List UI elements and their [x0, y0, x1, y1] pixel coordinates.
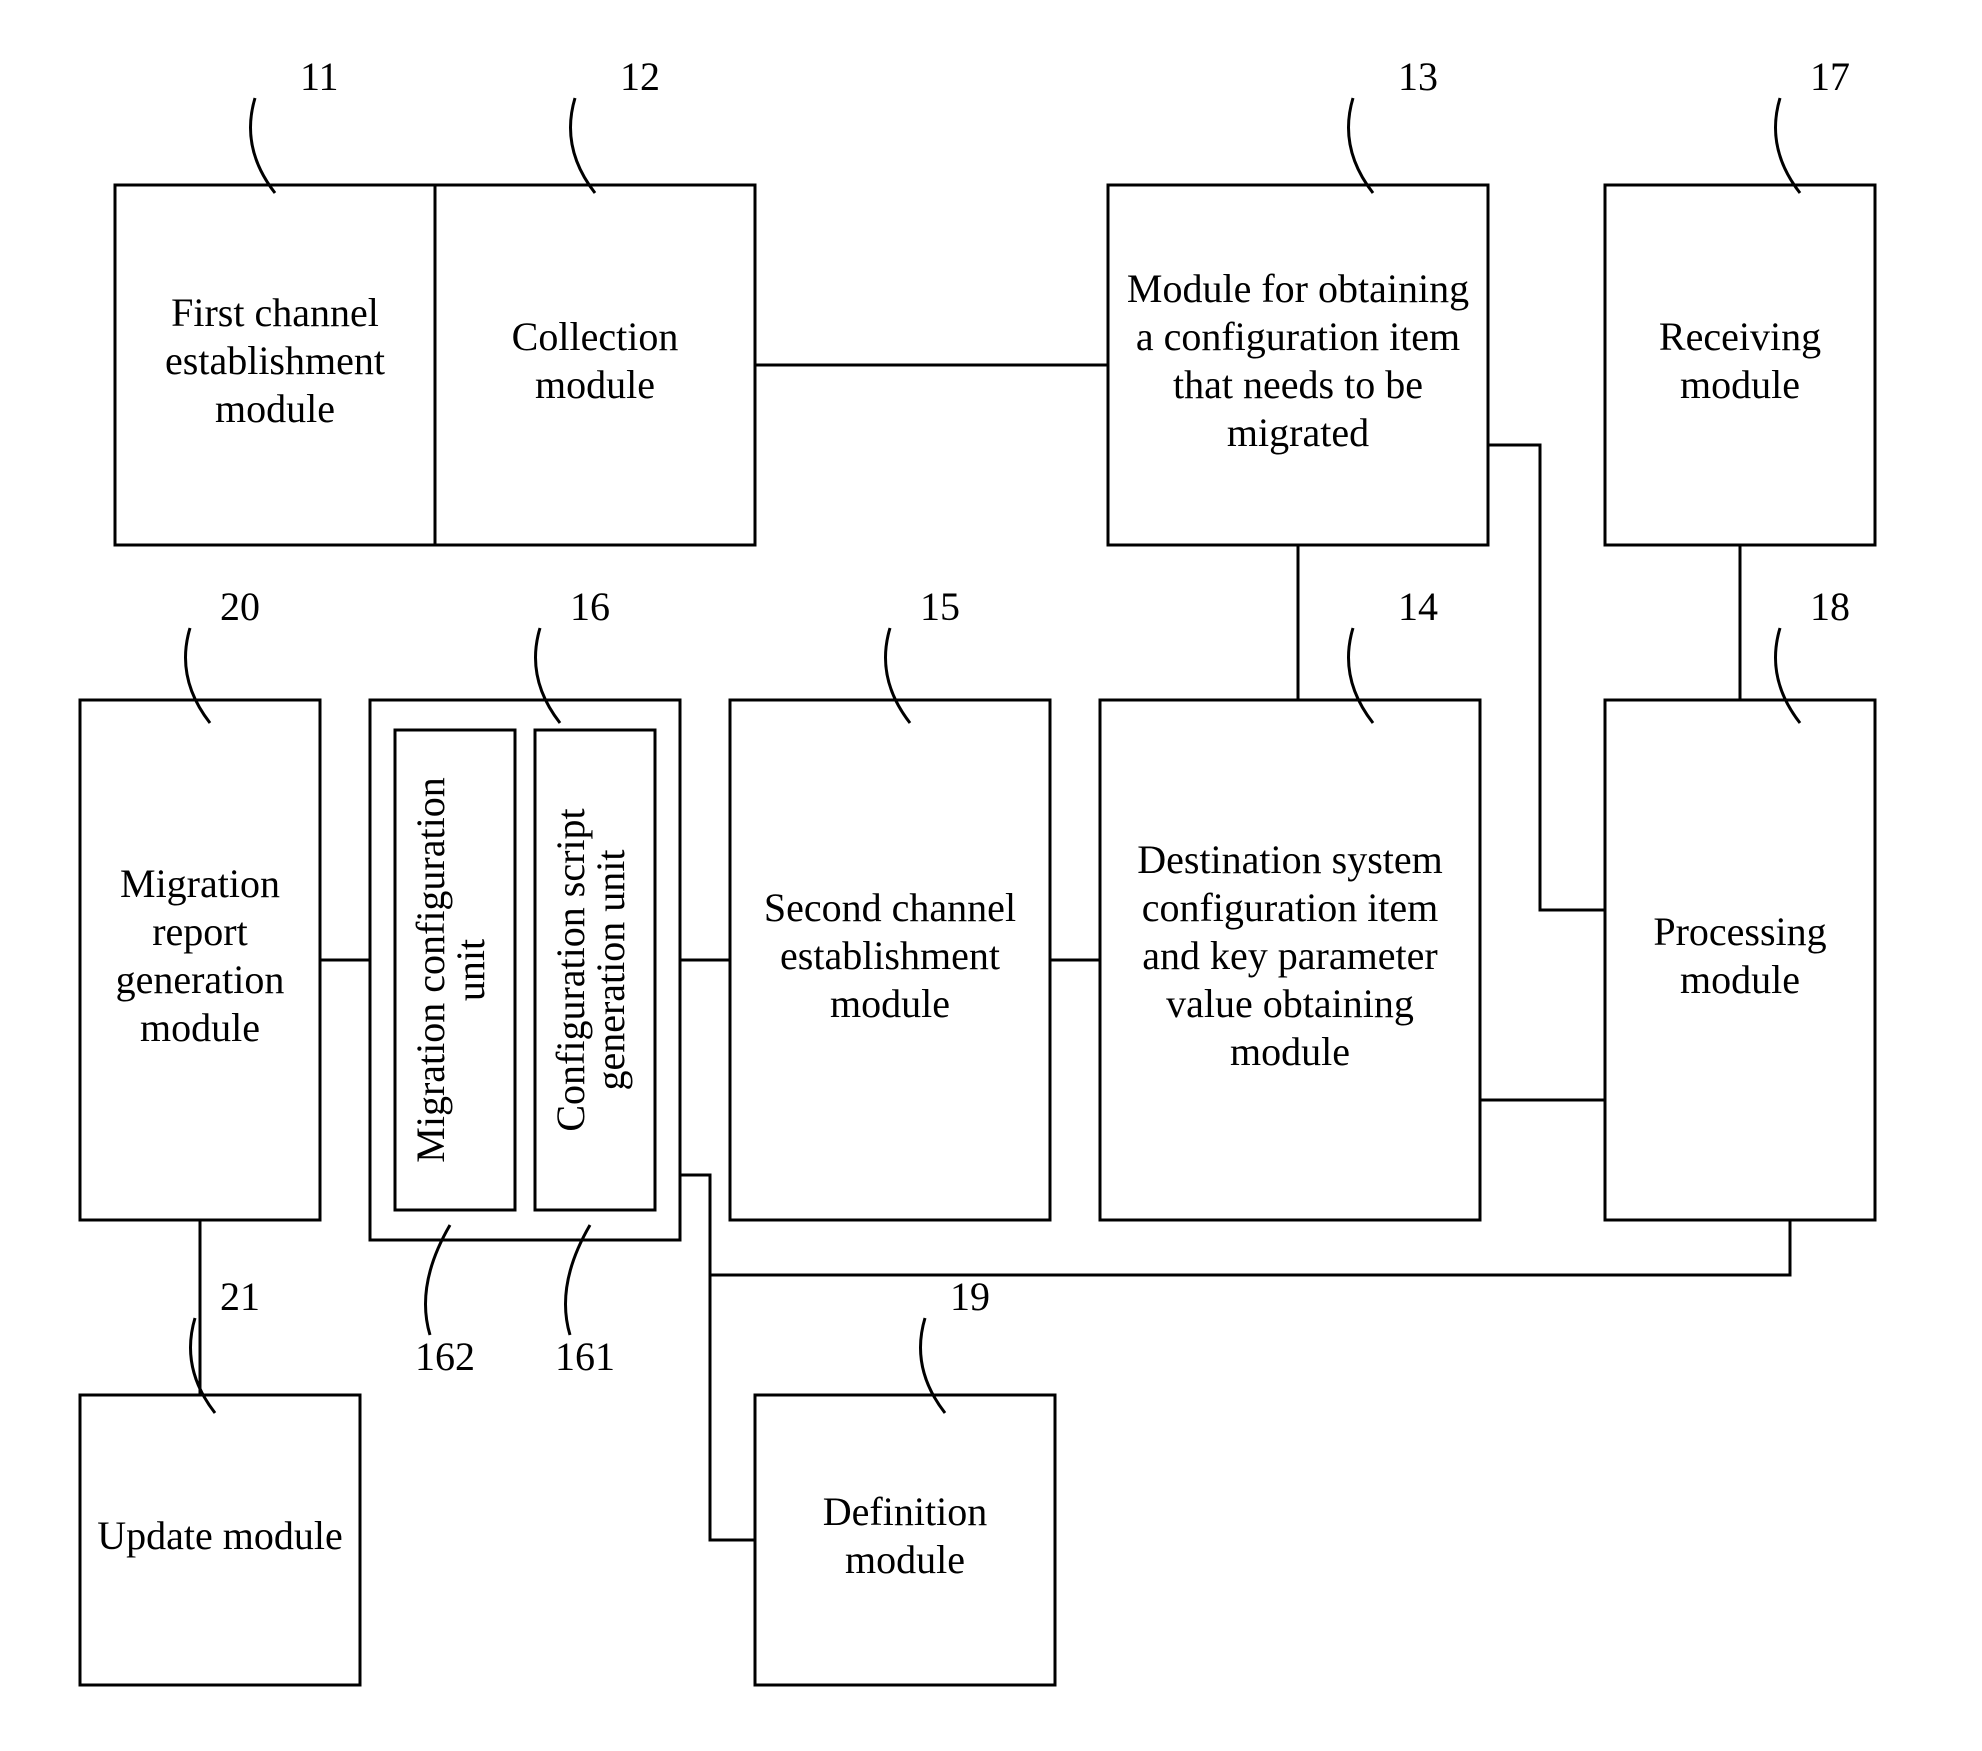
- svg-text:module: module: [140, 1005, 260, 1050]
- svg-text:module: module: [215, 386, 335, 431]
- svg-text:Definition: Definition: [823, 1489, 987, 1534]
- node-n13: Module for obtaininga configuration item…: [1108, 54, 1488, 545]
- svg-text:establishment: establishment: [780, 933, 1000, 978]
- svg-text:module: module: [830, 981, 950, 1026]
- svg-text:generation: generation: [116, 957, 285, 1002]
- svg-text:report: report: [152, 909, 248, 954]
- svg-text:that needs to be: that needs to be: [1173, 362, 1423, 407]
- callout-12: 12: [620, 54, 660, 99]
- svg-text:First channel: First channel: [171, 290, 379, 335]
- callout-162: 162: [415, 1334, 475, 1379]
- callout-15: 15: [920, 584, 960, 629]
- svg-text:module: module: [1680, 957, 1800, 1002]
- node-n161: Configuration scriptgeneration unit 161: [535, 730, 655, 1379]
- callout-161: 161: [555, 1334, 615, 1379]
- svg-text:module: module: [845, 1537, 965, 1582]
- node-n11: First channelestablishmentmodule 11: [115, 54, 435, 545]
- node-n162: Migration configurationunit 162: [395, 730, 515, 1379]
- svg-text:Migration configuration: Migration configuration: [408, 777, 453, 1162]
- callout-13: 13: [1398, 54, 1438, 99]
- svg-text:a configuration item: a configuration item: [1136, 314, 1460, 359]
- svg-text:module: module: [1230, 1029, 1350, 1074]
- node-n21: Update module 21: [80, 1274, 360, 1685]
- svg-text:generation unit: generation unit: [588, 849, 633, 1090]
- callout-19: 19: [950, 1274, 990, 1319]
- svg-text:value obtaining: value obtaining: [1166, 981, 1414, 1026]
- svg-text:module: module: [535, 362, 655, 407]
- svg-text:Module for obtaining: Module for obtaining: [1127, 266, 1469, 311]
- svg-text:module: module: [1680, 362, 1800, 407]
- callout-18: 18: [1810, 584, 1850, 629]
- node-n19: Definitionmodule 19: [755, 1274, 1055, 1685]
- callout-11: 11: [300, 54, 339, 99]
- node-n17: Receivingmodule 17: [1605, 54, 1875, 545]
- svg-text:Update module: Update module: [97, 1513, 343, 1558]
- svg-text:establishment: establishment: [165, 338, 385, 383]
- svg-text:Receiving: Receiving: [1659, 314, 1821, 359]
- node-n12: Collectionmodule 12: [435, 54, 755, 545]
- node-n20: Migrationreportgenerationmodule 20: [80, 584, 320, 1220]
- svg-text:and key parameter: and key parameter: [1142, 933, 1437, 978]
- svg-text:Processing: Processing: [1653, 909, 1826, 954]
- svg-text:Collection: Collection: [512, 314, 679, 359]
- svg-text:configuration item: configuration item: [1142, 885, 1439, 930]
- node-n14: Destination systemconfiguration itemand …: [1100, 584, 1480, 1220]
- svg-text:Configuration script: Configuration script: [548, 808, 593, 1131]
- svg-text:migrated: migrated: [1227, 410, 1369, 455]
- callout-16: 16: [570, 584, 610, 629]
- svg-text:Second channel: Second channel: [764, 885, 1016, 930]
- node-n15: Second channelestablishmentmodule 15: [730, 584, 1050, 1220]
- svg-text:Destination system: Destination system: [1137, 837, 1443, 882]
- svg-text:unit: unit: [448, 939, 493, 1001]
- callout-17: 17: [1810, 54, 1850, 99]
- callout-20: 20: [220, 584, 260, 629]
- svg-text:Migration: Migration: [120, 861, 280, 906]
- callout-14: 14: [1398, 584, 1438, 629]
- callout-21: 21: [220, 1274, 260, 1319]
